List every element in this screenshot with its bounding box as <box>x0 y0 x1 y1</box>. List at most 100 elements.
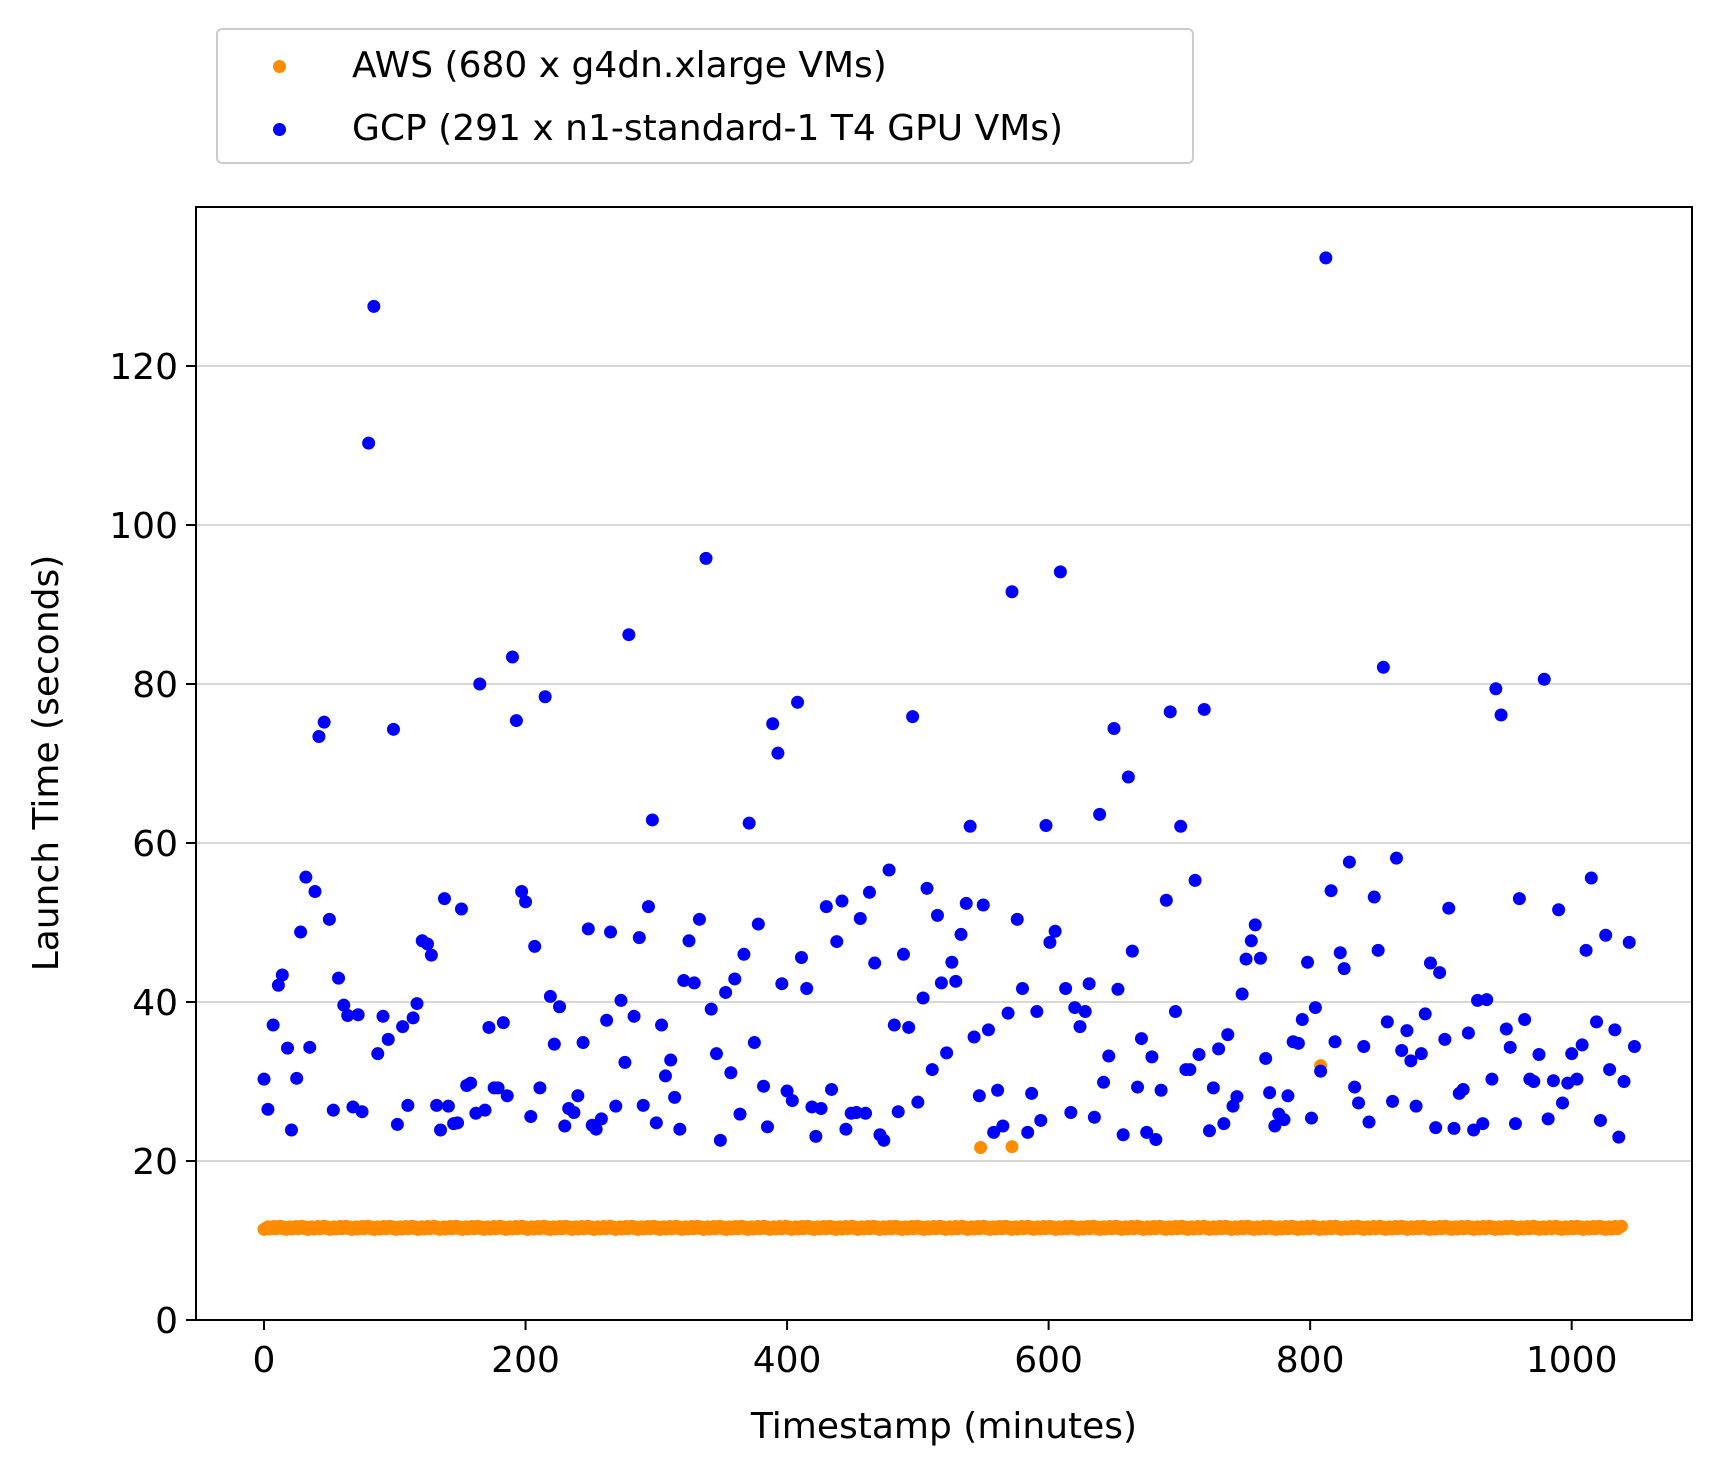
gcp-point <box>1145 1050 1159 1064</box>
gcp-point <box>940 1046 954 1060</box>
gcp-point <box>284 1123 298 1137</box>
gcp-point <box>1503 1040 1517 1054</box>
gcp-point <box>1125 944 1139 958</box>
gcp-point <box>275 968 289 982</box>
gcp-point <box>406 1011 420 1025</box>
gcp-point <box>1206 1081 1220 1095</box>
gcp-point <box>290 1071 304 1085</box>
gcp-point <box>1404 1054 1418 1068</box>
gcp-point <box>543 989 557 1003</box>
gcp-point <box>791 695 805 709</box>
gcp-point <box>473 677 487 691</box>
gcp-point <box>699 551 713 565</box>
gcp-point <box>1202 1124 1216 1138</box>
y-tick-label: 20 <box>132 1142 178 1183</box>
gcp-point <box>728 972 742 986</box>
gcp-point <box>317 715 331 729</box>
gcp-point <box>464 1076 478 1090</box>
gcp-point <box>614 993 628 1007</box>
gcp-point <box>1556 1096 1570 1110</box>
gcp-point <box>655 1018 669 1032</box>
gcp-point <box>1174 819 1188 833</box>
gcp-point <box>1281 1089 1295 1103</box>
gcp-point <box>1418 1007 1432 1021</box>
gcp-point <box>930 908 944 922</box>
gcp-point <box>351 1008 365 1022</box>
gcp-point <box>972 1089 986 1103</box>
gcp-point <box>1093 807 1107 821</box>
gcp-point <box>454 902 468 916</box>
x-tick-label: 600 <box>1014 1340 1083 1381</box>
gcp-point <box>1348 1080 1362 1094</box>
gcp-point <box>775 977 789 991</box>
gcp-point <box>303 1040 317 1054</box>
gcp-point <box>1512 892 1526 906</box>
gcp-point <box>1239 952 1253 966</box>
gcp-point <box>757 1079 771 1093</box>
gcp-point <box>1097 1075 1111 1089</box>
gcp-point <box>1268 1119 1282 1133</box>
gcp-point <box>1352 1096 1366 1110</box>
gcp-point <box>719 985 733 999</box>
gcp-point <box>1010 912 1024 926</box>
gcp-point <box>1380 1015 1394 1029</box>
gcp-point <box>299 870 313 884</box>
gcp-point <box>1617 1075 1631 1088</box>
gcp-point <box>1456 1082 1470 1096</box>
gcp-point <box>809 1129 823 1143</box>
gcp-point <box>326 1103 340 1117</box>
gcp-point <box>1386 1094 1400 1108</box>
gcp-point <box>571 1089 585 1103</box>
gcp-point <box>1291 1036 1305 1050</box>
gcp-point <box>441 1099 455 1113</box>
gcp-point <box>766 717 780 731</box>
gcp-point <box>1608 1023 1622 1037</box>
gcp-point <box>800 981 814 995</box>
gcp-point <box>609 1099 623 1113</box>
gcp-point <box>1476 1117 1490 1131</box>
gcp-point <box>709 1047 723 1061</box>
gcp-point <box>896 947 910 961</box>
series-gcp-points <box>257 251 1641 1147</box>
gcp-point <box>1584 871 1598 885</box>
gcp-point <box>819 900 833 914</box>
gcp-point <box>500 1089 514 1103</box>
gcp-point <box>1034 1113 1048 1127</box>
gcp-point <box>312 729 326 743</box>
gcp-point <box>1342 855 1356 869</box>
gcp-point <box>1116 1128 1130 1142</box>
gcp-point <box>1494 708 1508 722</box>
gcp-point <box>1395 1043 1409 1057</box>
gcp-point <box>1308 1001 1322 1015</box>
gcp-point <box>1277 1113 1291 1127</box>
gcp-point <box>371 1047 385 1061</box>
gcp-point <box>604 925 618 939</box>
gcp-point <box>1508 1117 1522 1131</box>
y-axis-label: Launch Time (seconds) <box>26 555 67 972</box>
gcp-point <box>509 714 523 728</box>
aws-outlier-point <box>974 1140 988 1154</box>
gcp-point <box>1197 702 1211 716</box>
gcp-point <box>1333 946 1347 960</box>
gcp-point <box>434 1123 448 1137</box>
y-tick-label: 120 <box>109 347 178 388</box>
gcp-point <box>1053 565 1067 579</box>
gcp-point <box>1221 1028 1235 1042</box>
gcp-point <box>868 956 882 970</box>
gcp-point <box>1565 1047 1579 1061</box>
gcp-point <box>976 898 990 912</box>
gcp-point <box>692 912 706 926</box>
gcp-point <box>381 1032 395 1046</box>
gcp-point <box>1021 1125 1035 1139</box>
gcp-point <box>751 917 765 931</box>
gcp-point <box>1603 1063 1617 1077</box>
gcp-point <box>949 974 963 988</box>
gcp-point <box>1541 1112 1555 1126</box>
gcp-point <box>600 1013 614 1027</box>
gcp-point <box>332 971 346 985</box>
gcp-point <box>567 1106 581 1120</box>
gcp-point <box>1131 1080 1145 1094</box>
x-axis-label: Timestamp (minutes) <box>750 1406 1137 1447</box>
gcp-point <box>1400 1024 1414 1038</box>
gcp-point <box>925 1063 939 1077</box>
